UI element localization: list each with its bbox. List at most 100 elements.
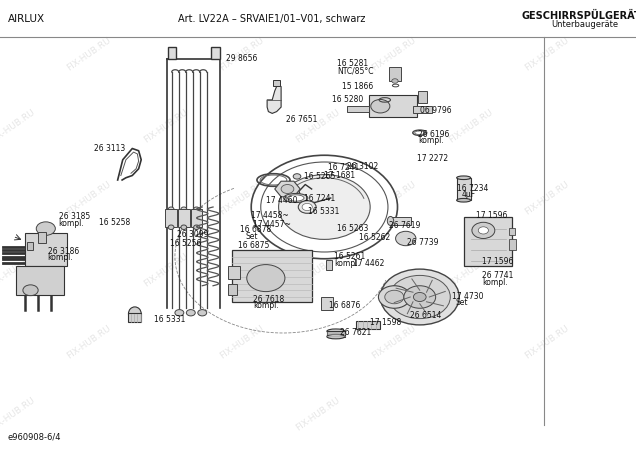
Text: 16 5281: 16 5281 (337, 59, 368, 68)
Text: FIX-HUB.RU: FIX-HUB.RU (218, 36, 265, 72)
Circle shape (23, 285, 38, 296)
Circle shape (302, 203, 312, 211)
Text: 26 6196: 26 6196 (418, 130, 450, 139)
Text: Set: Set (245, 232, 258, 241)
Bar (509, 238, 516, 250)
Text: FIX-HUB.RU: FIX-HUB.RU (294, 108, 342, 144)
Circle shape (247, 265, 285, 292)
Text: 16 5280: 16 5280 (332, 95, 363, 104)
Circle shape (413, 292, 426, 302)
Text: 16 6875: 16 6875 (238, 241, 270, 250)
Text: FIX-HUB.RU: FIX-HUB.RU (66, 324, 113, 360)
Circle shape (378, 286, 410, 308)
Text: 17 4730: 17 4730 (452, 292, 483, 301)
Text: 17 2272: 17 2272 (417, 154, 448, 163)
Text: kompl.: kompl. (482, 278, 508, 287)
Text: kompl.: kompl. (253, 302, 279, 310)
Bar (178, 209, 190, 227)
Text: 26 3185: 26 3185 (59, 212, 90, 221)
Text: FIX-HUB.RU: FIX-HUB.RU (294, 396, 342, 432)
Text: 15 1866: 15 1866 (342, 82, 373, 91)
Bar (191, 209, 202, 227)
Text: 26 3099: 26 3099 (177, 230, 209, 239)
Ellipse shape (181, 207, 187, 211)
Bar (165, 209, 177, 227)
Ellipse shape (181, 225, 187, 230)
Text: FIX-HUB.RU: FIX-HUB.RU (66, 36, 113, 72)
Ellipse shape (194, 207, 200, 211)
Bar (391, 217, 411, 225)
Bar (25, 233, 67, 266)
Text: 06 9796: 06 9796 (420, 106, 452, 115)
Ellipse shape (128, 307, 141, 320)
Text: 17 1598: 17 1598 (370, 318, 401, 327)
Text: 26 3113: 26 3113 (94, 144, 125, 153)
Text: FIX-HUB.RU: FIX-HUB.RU (218, 180, 265, 216)
Bar (418, 91, 427, 103)
Text: kompl.: kompl. (418, 136, 444, 145)
Text: AIRLUX: AIRLUX (8, 14, 45, 24)
Circle shape (279, 175, 370, 239)
Text: GESCHIRRSPÜLGERÄTE: GESCHIRRSPÜLGERÄTE (522, 11, 636, 21)
Text: 17 1596: 17 1596 (482, 256, 513, 266)
Ellipse shape (387, 216, 394, 225)
Bar (168, 47, 176, 58)
Text: 16 5262: 16 5262 (359, 233, 391, 242)
Text: FIX-HUB.RU: FIX-HUB.RU (294, 252, 342, 288)
Text: FIX-HUB.RU: FIX-HUB.RU (66, 180, 113, 216)
Text: FIX-HUB.RU: FIX-HUB.RU (523, 180, 570, 216)
Bar (369, 95, 417, 117)
Text: FIX-HUB.RU: FIX-HUB.RU (0, 252, 36, 288)
Text: FIX-HUB.RU: FIX-HUB.RU (523, 36, 570, 72)
Ellipse shape (194, 225, 200, 230)
Bar (464, 217, 512, 266)
Bar (232, 250, 312, 302)
Polygon shape (267, 86, 281, 113)
Circle shape (396, 231, 416, 246)
Text: 17 4462: 17 4462 (353, 259, 384, 268)
Text: FIX-HUB.RU: FIX-HUB.RU (447, 252, 494, 288)
Ellipse shape (168, 225, 174, 230)
Text: FIX-HUB.RU: FIX-HUB.RU (523, 324, 570, 360)
Text: 16 5331: 16 5331 (154, 315, 185, 324)
Text: 26 3186: 26 3186 (48, 247, 79, 256)
Text: 26 7618: 26 7618 (253, 295, 284, 304)
Circle shape (371, 99, 390, 113)
Ellipse shape (457, 198, 471, 202)
Text: 26 7741: 26 7741 (482, 271, 513, 280)
Circle shape (36, 222, 55, 235)
Bar (228, 284, 237, 295)
Text: Set: Set (455, 298, 468, 307)
Circle shape (251, 155, 398, 259)
Text: FIX-HUB.RU: FIX-HUB.RU (447, 108, 494, 144)
Text: 26 7739: 26 7739 (407, 238, 439, 247)
Circle shape (404, 286, 436, 308)
Bar (389, 68, 401, 81)
Circle shape (186, 310, 195, 316)
Bar (347, 106, 369, 112)
Ellipse shape (168, 207, 174, 211)
Text: 16 7241: 16 7241 (304, 194, 335, 203)
Text: 16 5258: 16 5258 (99, 218, 130, 227)
Text: 26 3102: 26 3102 (347, 162, 378, 171)
Circle shape (198, 310, 207, 316)
Bar (273, 80, 280, 86)
Text: Art. LV22A – SRVAIE1/01–V01, schwarz: Art. LV22A – SRVAIE1/01–V01, schwarz (178, 14, 366, 24)
Circle shape (478, 227, 488, 234)
Ellipse shape (327, 334, 345, 339)
Bar (509, 228, 515, 235)
Text: 17 1596: 17 1596 (476, 212, 507, 220)
Text: e960908-6/4: e960908-6/4 (8, 433, 61, 442)
Ellipse shape (287, 195, 304, 201)
Text: kompl.: kompl. (48, 253, 73, 262)
Bar (413, 106, 432, 112)
Bar (327, 331, 345, 337)
Text: 17 4458~: 17 4458~ (251, 212, 289, 220)
Bar (27, 242, 33, 250)
Text: 29 8656: 29 8656 (226, 54, 257, 63)
Text: 26 7621: 26 7621 (340, 328, 371, 337)
Text: 17 4460: 17 4460 (266, 196, 298, 205)
Text: 26 7619: 26 7619 (389, 221, 420, 230)
Text: 4μF: 4μF (462, 190, 476, 199)
Text: 16 5265: 16 5265 (304, 172, 335, 181)
